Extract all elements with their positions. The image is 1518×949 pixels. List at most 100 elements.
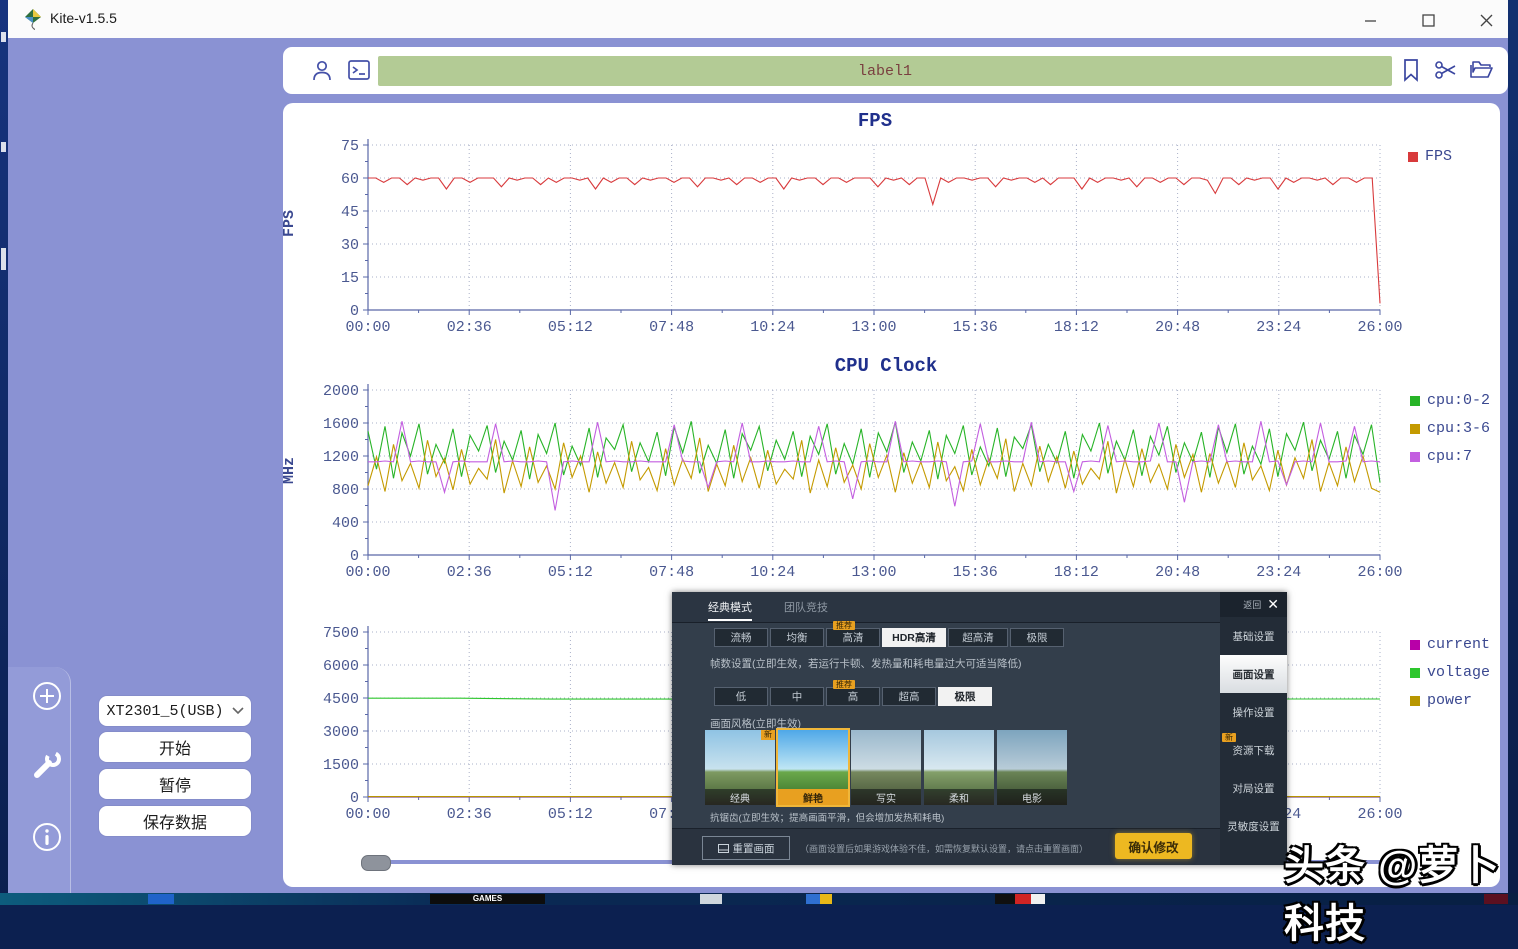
start-button[interactable]: 开始 <box>99 732 251 762</box>
overlay-bottom-bar: 重置画面 （画面设置后如果游戏体验不佳，如需恢复默认设置，请点击重置画面） 确认… <box>672 828 1220 865</box>
reset-screen-icon <box>718 844 729 853</box>
taskbar-icon[interactable] <box>820 894 832 904</box>
svg-text:26:00: 26:00 <box>1357 564 1402 581</box>
svg-text:18:12: 18:12 <box>1054 564 1099 581</box>
legend-cpu-7: cpu:7 <box>1410 448 1472 465</box>
svg-text:23:24: 23:24 <box>1256 319 1301 336</box>
legend-fps: FPS <box>1408 148 1452 165</box>
legend-label: power <box>1427 692 1472 709</box>
label-input[interactable] <box>378 56 1392 86</box>
legend-swatch <box>1410 452 1420 462</box>
svg-text:20:48: 20:48 <box>1155 319 1200 336</box>
taskbar-icon[interactable] <box>1031 894 1045 904</box>
settings-wrench-icon[interactable] <box>30 748 64 782</box>
svg-text:07:48: 07:48 <box>649 564 694 581</box>
reset-note: （画面设置后如果游戏体验不佳，如需恢复默认设置，请点击重置画面） <box>800 842 1088 855</box>
scissors-icon[interactable] <box>1433 57 1459 83</box>
legend-label: current <box>1427 636 1490 653</box>
info-button[interactable] <box>30 820 64 854</box>
menu-item-match: 对局设置 <box>1220 769 1287 807</box>
legend-swatch <box>1410 668 1420 678</box>
quality-options-row: 流畅 均衡 高清 推荐 HDR高清 超高清 极限 <box>714 628 1064 647</box>
timeline-scrollbar-handle[interactable] <box>361 855 391 871</box>
add-button[interactable] <box>30 679 64 713</box>
taskbar-icon[interactable] <box>148 894 174 904</box>
legend-cpu-0-2: cpu:0-2 <box>1410 392 1490 409</box>
svg-text:26:00: 26:00 <box>1357 806 1402 823</box>
svg-text:1200: 1200 <box>323 449 359 466</box>
bookmark-icon[interactable] <box>1398 57 1424 83</box>
game-settings-screenshot[interactable]: 经典模式 团队竞技 流畅 均衡 高清 推荐 HDR高清 超高清 极限 帧数设置(… <box>672 592 1287 865</box>
svg-text:30: 30 <box>341 237 359 254</box>
svg-text:15:36: 15:36 <box>953 564 998 581</box>
desktop-edge-mark <box>1 142 6 152</box>
style-thumb-label: 鲜艳 <box>778 789 848 805</box>
fps-chart: 0153045607500:0002:3605:1207:4810:2413:0… <box>283 103 1500 348</box>
taskbar-icon[interactable] <box>1015 894 1031 904</box>
save-data-button[interactable]: 保存数据 <box>99 806 251 836</box>
new-badge: 新 <box>761 730 775 740</box>
antialias-note: 抗锯齿(立即生效；提高画面平滑，但会增加发热和耗电) <box>710 810 944 824</box>
svg-text:10:24: 10:24 <box>750 564 795 581</box>
taskbar-icon[interactable] <box>806 894 820 904</box>
style-thumb-movie: 电影 <box>997 730 1067 805</box>
close-button[interactable] <box>1464 8 1508 32</box>
svg-text:00:00: 00:00 <box>345 564 390 581</box>
legend-current: current <box>1410 636 1490 653</box>
quality-option-selected: HDR高清 <box>882 628 946 647</box>
recommended-badge: 推荐 <box>833 621 855 630</box>
taskbar-icon[interactable] <box>700 894 722 904</box>
quality-option: 极限 <box>1010 628 1064 647</box>
svg-text:02:36: 02:36 <box>447 319 492 336</box>
recommended-badge: 推荐 <box>833 680 855 689</box>
quality-option: 高清 推荐 <box>826 628 880 647</box>
maximize-button[interactable] <box>1406 8 1450 32</box>
menu-item-resources: 新 资源下载 <box>1220 731 1287 769</box>
svg-text:02:36: 02:36 <box>447 806 492 823</box>
confirm-changes-button: 确认修改 <box>1115 833 1192 859</box>
svg-text:75: 75 <box>341 138 359 155</box>
menu-item-basic: 基础设置 <box>1220 617 1287 655</box>
open-folder-icon[interactable] <box>1468 57 1494 83</box>
svg-text:23:24: 23:24 <box>1256 564 1301 581</box>
svg-text:00:00: 00:00 <box>345 319 390 336</box>
tab-team-deathmatch: 团队竞技 <box>784 599 828 615</box>
legend-cpu-3-6: cpu:3-6 <box>1410 420 1490 437</box>
svg-text:1600: 1600 <box>323 416 359 433</box>
legend-swatch <box>1410 424 1420 434</box>
device-select-value: XT2301_5(USB) <box>106 703 223 720</box>
toolbar <box>283 47 1508 94</box>
desktop-edge-mark <box>1 32 6 42</box>
overlay-menu-header: 返回 ✕ <box>1220 592 1287 617</box>
window-title: Kite-v1.5.5 <box>50 10 117 26</box>
desktop-edge-mark <box>1 248 6 270</box>
user-icon[interactable] <box>309 57 335 83</box>
overlay-tab-bar: 经典模式 团队竞技 <box>672 592 1220 623</box>
style-thumb-vivid: 鲜艳 <box>778 730 848 805</box>
svg-text:60: 60 <box>341 171 359 188</box>
framerate-option: 中 <box>770 687 824 706</box>
svg-text:6000: 6000 <box>323 658 359 675</box>
taskbar-icon[interactable] <box>995 894 1015 904</box>
minimize-button[interactable] <box>1348 8 1392 32</box>
device-select[interactable]: XT2301_5(USB) <box>99 696 251 726</box>
taskbar-games-icon[interactable]: GAMES <box>430 894 545 904</box>
svg-text:400: 400 <box>332 515 359 532</box>
quality-option: 流畅 <box>714 628 768 647</box>
framerate-option: 超高 <box>882 687 936 706</box>
svg-text:13:00: 13:00 <box>851 564 896 581</box>
menu-item-sensitivity: 灵敏度设置 <box>1220 807 1287 845</box>
console-icon[interactable] <box>346 57 372 83</box>
svg-text:0: 0 <box>350 548 359 565</box>
style-thumb-realistic: 写实 <box>851 730 921 805</box>
svg-text:2000: 2000 <box>323 383 359 400</box>
reset-screen-button: 重置画面 <box>702 836 790 860</box>
legend-voltage: voltage <box>1410 664 1490 681</box>
legend-power: power <box>1410 692 1472 709</box>
cpu-chart-title: CPU Clock <box>776 355 996 377</box>
pause-button[interactable]: 暂停 <box>99 769 251 799</box>
svg-text:05:12: 05:12 <box>548 319 593 336</box>
svg-text:18:12: 18:12 <box>1054 319 1099 336</box>
svg-text:02:36: 02:36 <box>447 564 492 581</box>
desktop-left-strip <box>0 0 8 905</box>
